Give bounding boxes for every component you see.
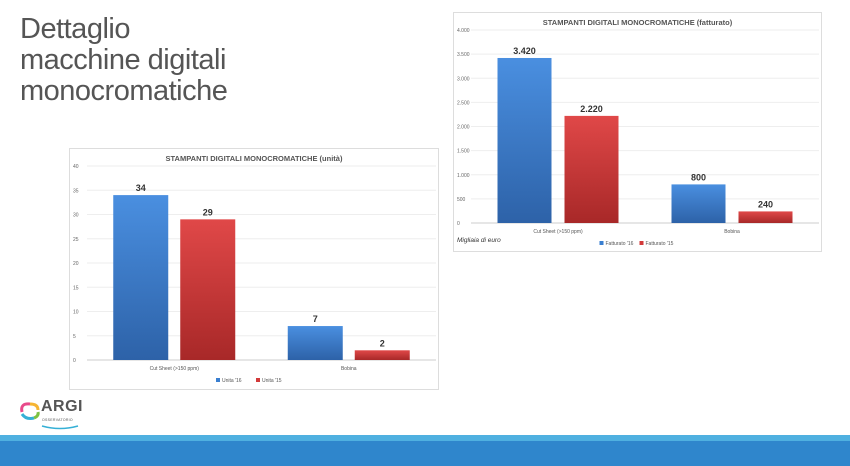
bar-0-0 xyxy=(497,57,552,223)
chart-title: STAMPANTI DIGITALI MONOCROMATICHE (unità… xyxy=(166,154,343,163)
bar-1-1 xyxy=(738,211,793,223)
legend-swatch xyxy=(256,378,260,382)
chart-unita: STAMPANTI DIGITALI MONOCROMATICHE (unità… xyxy=(69,148,439,390)
y-tick-label: 30 xyxy=(73,213,79,219)
y-tick-label: 2.500 xyxy=(457,100,470,106)
bar-1-1 xyxy=(354,350,410,360)
chart-unita-svg: STAMPANTI DIGITALI MONOCROMATICHE (unità… xyxy=(73,154,436,384)
y-tick-label: 3.000 xyxy=(457,76,470,82)
logo-text: ARGI xyxy=(41,398,83,415)
y-tick-label: 20 xyxy=(73,261,79,267)
y-tick-label: 2.000 xyxy=(457,125,470,131)
data-label: 3.420 xyxy=(513,46,536,56)
bar-0-1 xyxy=(180,219,236,360)
y-tick-label: 4.000 xyxy=(457,28,470,34)
y-tick-label: 5 xyxy=(73,334,76,340)
y-tick-label: 25 xyxy=(73,237,79,243)
y-tick-label: 15 xyxy=(73,285,79,291)
legend-swatch xyxy=(216,378,220,382)
y-tick-label: 0 xyxy=(73,358,76,364)
chart-fatturato-svg: STAMPANTI DIGITALI MONOCROMATICHE (fattu… xyxy=(457,18,819,247)
argi-logo: ARGI OSSERVATORIO xyxy=(18,398,88,432)
annotation: Migliaia di euro xyxy=(457,237,501,244)
bar-0-1 xyxy=(564,115,619,223)
chart-fatturato: STAMPANTI DIGITALI MONOCROMATICHE (fattu… xyxy=(453,12,822,252)
y-tick-label: 3.500 xyxy=(457,52,470,58)
data-label: 240 xyxy=(758,199,773,209)
bar-0-0 xyxy=(113,195,169,360)
legend-label: Unita '16 xyxy=(222,378,242,384)
legend-label: Unita '15 xyxy=(262,378,282,384)
footer-band-light xyxy=(0,435,850,441)
y-tick-label: 0 xyxy=(457,221,460,227)
x-tick-label: Bobina xyxy=(341,366,357,372)
title-line: monocromatiche xyxy=(20,75,228,107)
x-tick-label: Bobina xyxy=(724,229,740,235)
y-tick-label: 1.500 xyxy=(457,149,470,155)
bar-1-0 xyxy=(671,184,726,223)
logo-subtext: OSSERVATORIO xyxy=(42,418,73,422)
y-tick-label: 10 xyxy=(73,310,79,316)
data-label: 7 xyxy=(313,314,318,324)
data-label: 34 xyxy=(136,183,146,193)
footer-band xyxy=(0,441,850,466)
title-line: macchine digitali xyxy=(20,44,226,76)
x-tick-label: Cut Sheet (>150 ppm) xyxy=(150,366,200,372)
data-label: 2 xyxy=(380,338,385,348)
legend-swatch xyxy=(639,241,644,245)
y-tick-label: 35 xyxy=(73,188,79,194)
legend-label: Fatturato '15 xyxy=(646,241,674,247)
logo-underline-icon xyxy=(41,425,79,430)
data-label: 800 xyxy=(691,172,706,182)
slide-title: Dettaglio macchine digitali monocromatic… xyxy=(20,13,228,107)
y-tick-label: 500 xyxy=(457,197,466,203)
legend-label: Fatturato '16 xyxy=(606,241,634,247)
chart-title: STAMPANTI DIGITALI MONOCROMATICHE (fattu… xyxy=(543,18,733,27)
legend-swatch xyxy=(599,241,604,245)
title-line: Dettaglio xyxy=(20,13,130,45)
data-label: 2.220 xyxy=(580,104,603,114)
data-label: 29 xyxy=(203,207,213,217)
x-tick-label: Cut Sheet (>150 ppm) xyxy=(533,229,583,235)
bar-1-0 xyxy=(287,326,343,360)
y-tick-label: 1.000 xyxy=(457,173,470,179)
y-tick-label: 40 xyxy=(73,164,79,170)
logo-swirl-icon xyxy=(20,402,40,420)
